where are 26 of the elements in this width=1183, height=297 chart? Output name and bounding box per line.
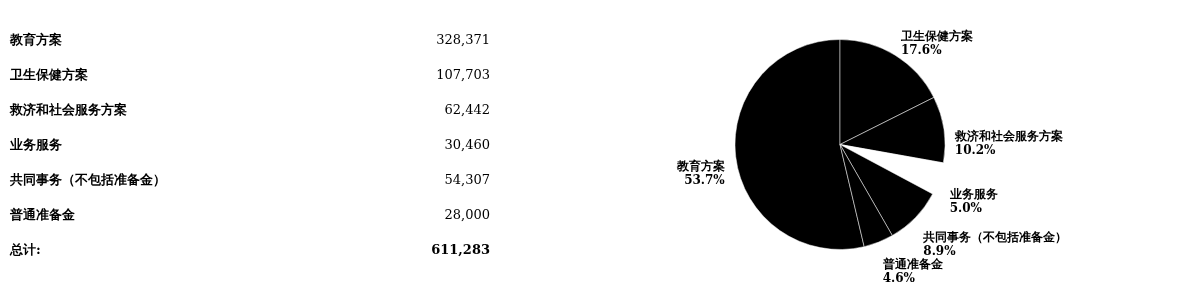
category-label: 普通准备金 xyxy=(9,206,76,222)
data-label: 8.9% xyxy=(923,244,957,259)
data-label: 53.7% xyxy=(684,172,726,187)
data-label: 107,703 xyxy=(436,66,490,82)
slice-label: 救济和社会服务方案 xyxy=(953,128,1063,143)
data-label: 17.6% xyxy=(900,42,943,57)
category-label: 业务服务 xyxy=(9,136,62,152)
text: 总计: xyxy=(9,241,41,257)
data-label: 5.0% xyxy=(949,201,983,216)
data-label: 54,307 xyxy=(444,171,490,187)
category-label: 教育方案 xyxy=(9,31,62,47)
text: 611,283 xyxy=(431,241,490,257)
category-label: 救济和社会服务方案 xyxy=(9,101,127,117)
slice-label: 普通准备金 xyxy=(881,257,944,272)
slice-label: 教育方案 xyxy=(675,158,725,173)
data-label: 62,442 xyxy=(444,101,490,117)
data-label: 4.6% xyxy=(882,271,916,286)
data-label: 10.2% xyxy=(954,142,997,157)
category-label: 卫生保健方案 xyxy=(9,66,88,82)
data-label: 28,000 xyxy=(444,206,490,222)
slice-label: 共同事务（不包括准备金） xyxy=(922,230,1068,245)
category-label: 共同事务（不包括准备金） xyxy=(9,171,166,187)
slice-label: 卫生保健方案 xyxy=(899,28,973,43)
slice-label: 业务服务 xyxy=(948,187,998,202)
data-label: 30,460 xyxy=(444,136,490,152)
data-label: 328,371 xyxy=(436,31,490,47)
